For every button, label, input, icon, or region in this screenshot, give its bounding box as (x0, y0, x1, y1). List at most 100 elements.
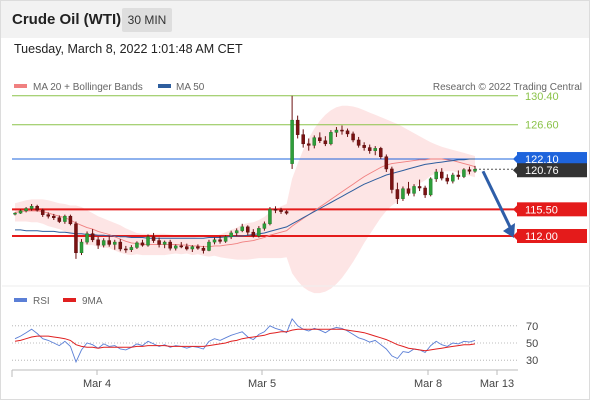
candle-body (379, 148, 383, 158)
candle-body (318, 137, 322, 141)
candle-body (124, 248, 128, 251)
candle-body (223, 236, 228, 242)
candle-body (417, 186, 422, 189)
level-label-130-40: 130.40 (525, 91, 559, 103)
candle-body (212, 239, 217, 243)
level-label-120-76: 120.76 (525, 165, 559, 177)
candle-body (279, 209, 283, 212)
candle-body (162, 241, 167, 245)
candle-body (284, 211, 289, 214)
candle-body (262, 223, 267, 229)
candle-body (79, 241, 84, 254)
candle-body (290, 119, 294, 164)
legend-label-rsi: RSI (33, 296, 50, 307)
candle-body (323, 140, 328, 145)
legend-label-9ma: 9MA (82, 296, 103, 307)
main-plot (12, 95, 518, 294)
chart-datetime: Tuesday, March 8, 2022 1:01:48 AM CET (14, 42, 243, 56)
candle-body (246, 226, 250, 233)
candle-body (90, 233, 95, 241)
level-label-122-10: 122.10 (525, 154, 559, 166)
level-label-box (517, 163, 587, 178)
candle-body (423, 187, 427, 196)
candle-body (295, 119, 300, 135)
candle-body (46, 214, 51, 217)
candle-body (312, 137, 317, 146)
candle-body (18, 210, 23, 214)
candle-body (68, 215, 73, 225)
candle-body (301, 134, 305, 145)
candle-body (445, 177, 450, 182)
candle-body (63, 215, 67, 222)
candle-body (173, 245, 178, 249)
candle-body (434, 171, 438, 180)
candle-body (273, 209, 278, 211)
candle-body (439, 171, 444, 179)
x-tick-label: Mar 8 (414, 378, 442, 390)
x-axis: Mar 4 Mar 5 Mar 8 Mar 13 (83, 370, 514, 390)
level-label-pointer (513, 205, 517, 214)
candle-body (146, 236, 150, 246)
research-credit: Research © 2022 Trading Central (433, 82, 582, 93)
x-tick-label: Mar 13 (480, 378, 514, 390)
candle-body (140, 242, 145, 246)
rsi-tick-label: 50 (526, 338, 538, 350)
ma20-line (14, 158, 476, 248)
candle-body (390, 168, 394, 190)
candle-body (96, 239, 100, 246)
candle-body (345, 130, 350, 135)
candle-body (356, 139, 361, 146)
candle-body (29, 206, 34, 209)
candle-body (412, 186, 416, 194)
candle-body (207, 241, 211, 251)
legend-swatch-rsi (14, 298, 27, 302)
legend-swatch-9ma (63, 298, 76, 302)
candle-body (129, 247, 134, 250)
instrument-title: Crude Oil (WTI) (12, 11, 122, 28)
candle-body (367, 147, 372, 151)
candle-body (74, 223, 78, 254)
candle-body (373, 148, 377, 151)
candle-body (101, 240, 106, 246)
level-label-115-50: 115.50 (525, 204, 558, 216)
rsi-tick-label: 30 (526, 355, 538, 367)
rsi-9ma-line (14, 328, 476, 352)
legend-swatch-ma20 (14, 84, 27, 88)
candle-body (85, 233, 89, 243)
candle-body (190, 246, 195, 250)
candle-body (218, 239, 222, 242)
candle-body (467, 169, 472, 172)
candle-body (351, 133, 355, 141)
x-tick-label: Mar 5 (248, 378, 276, 390)
candle-body (251, 231, 256, 237)
candle-body (57, 217, 62, 222)
candle-body (428, 178, 433, 196)
candle-body (456, 174, 461, 177)
candle-body (201, 247, 206, 251)
timeframe-badge[interactable]: 30 MIN (122, 8, 172, 32)
x-tick-label: Mar 4 (83, 378, 111, 390)
legend-label-ma50: MA 50 (176, 82, 205, 93)
candle-body (179, 245, 184, 248)
candle-body (334, 129, 339, 133)
candle-body (395, 189, 400, 199)
candle-body (406, 188, 411, 194)
level-label-pointer (513, 166, 517, 175)
candle-body (185, 246, 189, 250)
candle-body (135, 242, 139, 248)
candle-body (306, 143, 311, 146)
candle-body (229, 232, 233, 238)
candle-body (384, 156, 389, 170)
level-label-126-60: 126.60 (525, 120, 559, 132)
candle-body (118, 241, 123, 250)
rsi-plot: 70 50 30 (12, 318, 538, 367)
candle-body (151, 236, 156, 241)
level-label-pointer (513, 232, 517, 240)
candle-body (473, 168, 477, 172)
level-label-pointer (513, 155, 517, 164)
candle-body (196, 246, 200, 249)
candle-body (462, 169, 466, 177)
candle-body (113, 241, 117, 245)
